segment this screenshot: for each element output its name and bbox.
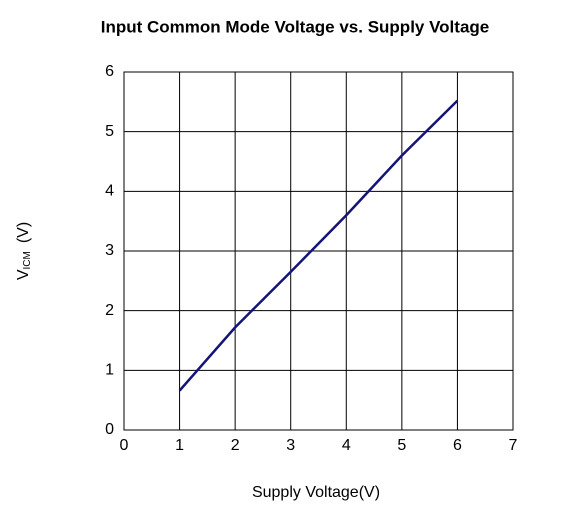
y-tick-label: 5	[105, 123, 114, 140]
y-tick-label: 2	[105, 302, 114, 319]
x-tick-label: 4	[342, 437, 351, 454]
y-label-unit: (V)	[15, 222, 32, 243]
chart-title: Input Common Mode Voltage vs. Supply Vol…	[101, 17, 490, 36]
series-line	[178, 99, 459, 392]
y-tick-label: 3	[105, 242, 114, 259]
y-tick-label: 1	[105, 362, 114, 379]
y-label-main: V	[15, 269, 32, 280]
x-tick-label: 6	[453, 437, 462, 454]
x-tick-label: 5	[397, 437, 406, 454]
y-label-sub: ICM	[22, 251, 33, 269]
x-axis-label: Supply Voltage(V)	[252, 484, 380, 501]
x-tick-label: 0	[120, 437, 129, 454]
x-tick-label: 7	[509, 437, 518, 454]
x-tick-label: 2	[231, 437, 240, 454]
y-axis-label: VICM (V)	[15, 222, 32, 280]
y-tick-label: 4	[105, 183, 114, 200]
plot-frame	[123, 71, 514, 431]
x-tick-label: 1	[175, 437, 184, 454]
x-tick-label: 3	[286, 437, 295, 454]
y-tick-label: 0	[105, 421, 114, 438]
y-tick-label: 6	[105, 63, 114, 80]
